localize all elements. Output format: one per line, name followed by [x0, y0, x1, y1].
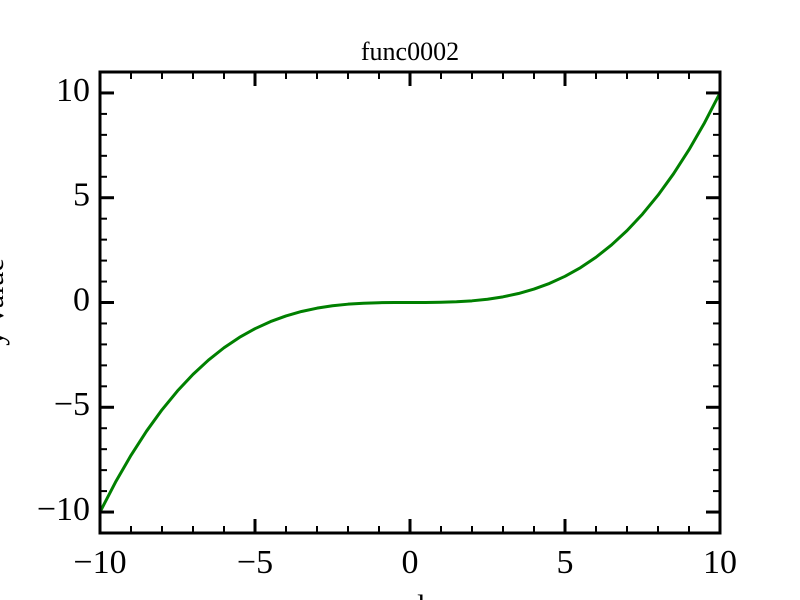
x-axis-label: x value: [366, 589, 453, 600]
y-tick-label: 5: [73, 177, 90, 214]
x-tick-label: −10: [73, 544, 126, 581]
x-tick-label: 10: [703, 544, 737, 581]
x-tick-label: 0: [402, 544, 419, 581]
y-tick-label: 10: [56, 72, 90, 109]
x-tick-label: 5: [557, 544, 574, 581]
y-tick-label: 0: [73, 281, 90, 318]
data-line: [98, 92, 722, 513]
plot-frame: [98, 70, 722, 535]
y-tick-label: −5: [54, 386, 90, 423]
chart-title: func0002: [361, 37, 459, 66]
y-axis-label: y value: [0, 258, 10, 345]
y-tick-label: −10: [37, 491, 90, 528]
x-tick-label: −5: [237, 544, 273, 581]
